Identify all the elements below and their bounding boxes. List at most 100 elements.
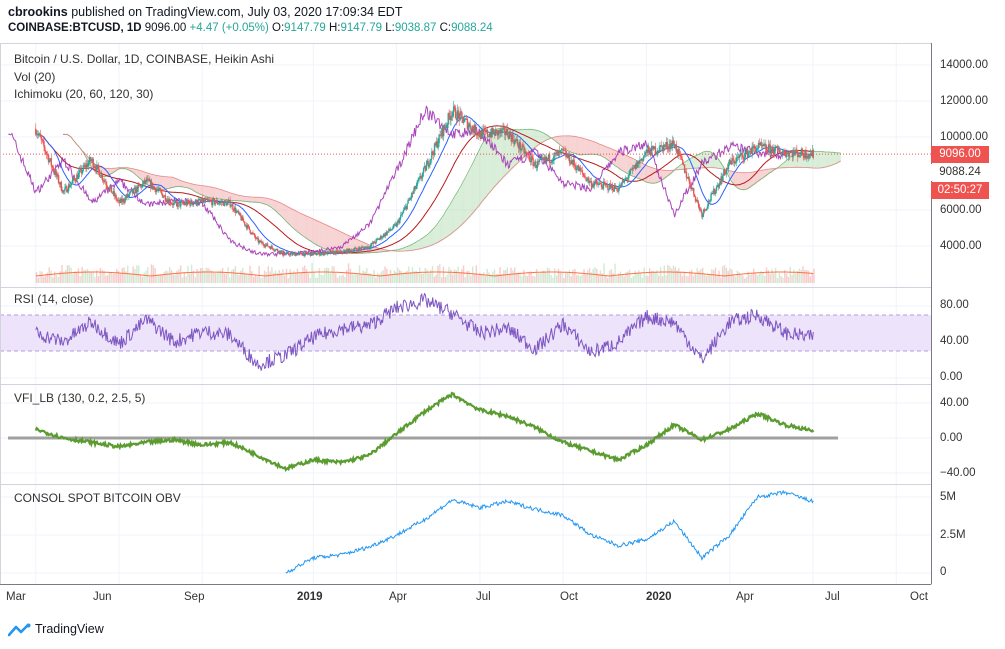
candle-body [232, 204, 234, 210]
candle-body [352, 250, 355, 252]
obv-pane[interactable] [285, 489, 814, 574]
x-tick-label: Apr [389, 591, 407, 603]
candle-body [64, 187, 66, 191]
ichimoku-cloud-segment [779, 166, 781, 169]
candle-body [175, 201, 177, 204]
candle-body [421, 177, 423, 179]
candle-body [468, 123, 470, 126]
candle-body [458, 113, 460, 121]
ichimoku-cloud-segment [584, 138, 586, 155]
volume-bar [656, 270, 658, 283]
ichimoku-cloud-segment [193, 184, 195, 192]
author-name[interactable]: cbrookins [8, 5, 68, 19]
vfi-pane[interactable] [8, 391, 838, 473]
candle-body [325, 251, 327, 255]
candle-body [462, 117, 464, 123]
candle-body [720, 176, 722, 185]
ichimoku-cloud-segment [622, 153, 624, 172]
volume-label[interactable]: Vol (20) [14, 70, 56, 84]
volume-bar [373, 270, 375, 283]
candle-body [271, 246, 273, 249]
ichimoku-cloud-segment [570, 135, 572, 153]
candle-body [415, 185, 418, 189]
ichimoku-cloud-segment [811, 151, 813, 169]
rsi-label[interactable]: RSI (14, close) [14, 292, 94, 306]
candle-body [294, 252, 296, 256]
candle-body [504, 127, 506, 135]
x-tick-label: Jul [476, 591, 491, 603]
candle-body [585, 176, 587, 181]
ichimoku-cloud-segment [104, 167, 106, 178]
price-pane[interactable] [0, 100, 931, 319]
ichimoku-cloud-segment [727, 170, 729, 175]
candle-body [663, 144, 666, 147]
ichimoku-cloud-segment [820, 151, 822, 169]
vfi-label[interactable]: VFI_LB (130, 0.2, 2.5, 5) [14, 391, 146, 405]
candle-body [712, 193, 714, 195]
ichimoku-cloud-segment [175, 178, 177, 188]
ichimoku-cloud-segment [527, 129, 529, 155]
candle-body [449, 116, 451, 121]
ichimoku-cloud-segment [646, 165, 648, 183]
candle-body [272, 248, 274, 250]
candle-body [153, 186, 156, 188]
candle-body [356, 249, 358, 251]
ichimoku-cloud-segment [467, 173, 469, 220]
rsi-pane[interactable] [0, 292, 931, 371]
candle-body [749, 151, 752, 153]
candle-body [375, 239, 377, 243]
candle-body [213, 198, 216, 205]
ichimoku-cloud-segment [267, 198, 269, 206]
volume-bar [187, 265, 189, 283]
volume-bar [760, 271, 762, 283]
candle-body [82, 165, 84, 172]
candle-body [353, 248, 355, 251]
candle-body [488, 135, 491, 138]
symbol: COINBASE:BTCUSD, 1D [8, 22, 142, 34]
ichimoku-cloud-segment [797, 152, 799, 168]
candle-body [248, 226, 251, 230]
obv-label[interactable]: CONSOL SPOT BITCOIN OBV [14, 491, 181, 505]
ichimoku-cloud-segment [476, 155, 478, 209]
ichimoku-label[interactable]: Ichimoku (20, 60, 120, 30) [14, 87, 154, 101]
volume-bar [437, 265, 439, 283]
volume-bar [763, 275, 766, 283]
ichimoku-cloud-segment [331, 227, 333, 252]
candle-body [370, 242, 373, 246]
volume-bar [147, 267, 149, 283]
volume-bar [789, 266, 791, 283]
ichimoku-cloud-segment [645, 164, 647, 183]
ichimoku-cloud-segment [273, 199, 275, 210]
ichimoku-cloud-segment [673, 170, 675, 172]
ichimoku-cloud-segment [231, 193, 233, 201]
candle-body [568, 153, 571, 164]
candle-body [672, 140, 675, 145]
candle-body [160, 190, 162, 192]
volume-bar [619, 271, 622, 283]
tradingview-logo[interactable]: TradingView [7, 622, 104, 637]
volume-bar [583, 269, 585, 283]
volume-bar [313, 271, 315, 283]
ichimoku-cloud-segment [690, 158, 692, 170]
candle-body [486, 129, 489, 136]
candle-body [43, 140, 45, 147]
ichimoku-cloud-segment [179, 180, 182, 188]
ichimoku-cloud-segment [169, 177, 172, 189]
candle-body [206, 198, 209, 200]
candle-body [409, 198, 411, 200]
volume-bar [320, 274, 322, 283]
ichimoku-cloud-segment [338, 230, 340, 253]
ichimoku-cloud-segment [763, 170, 765, 179]
volume-bar [232, 268, 235, 283]
candle-body [399, 217, 401, 223]
candle-body [270, 246, 272, 250]
candle-body [544, 156, 546, 160]
ichimoku-cloud-segment [162, 176, 164, 191]
ichimoku-cloud-segment [514, 129, 517, 167]
ichimoku-cloud-segment [429, 232, 431, 247]
candle-body [129, 191, 132, 193]
volume-bar [283, 275, 286, 283]
ichimoku-cloud-segment [545, 134, 548, 141]
volume-bar [382, 270, 384, 283]
candle-body [753, 145, 755, 149]
